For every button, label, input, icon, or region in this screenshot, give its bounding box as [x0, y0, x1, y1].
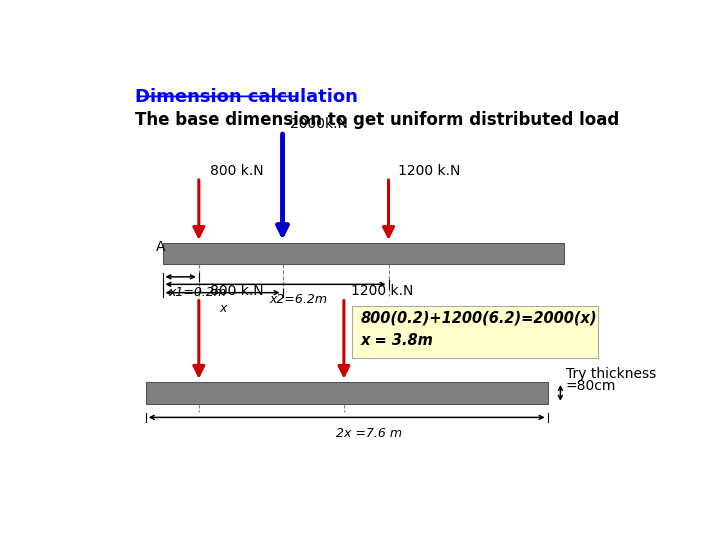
Text: The base dimension to get uniform distributed load: The base dimension to get uniform distri…: [135, 111, 619, 129]
Text: Dimension calculation: Dimension calculation: [135, 87, 358, 106]
Text: x: x: [219, 302, 226, 315]
Text: A: A: [156, 240, 166, 254]
Text: x2=6.2m: x2=6.2m: [269, 294, 327, 307]
Bar: [163, 243, 564, 265]
Text: =80cm: =80cm: [566, 379, 616, 393]
Text: x1=0.2m: x1=0.2m: [168, 286, 226, 299]
Text: 1200 k.N: 1200 k.N: [398, 164, 460, 178]
Text: x = 3.8m: x = 3.8m: [361, 333, 433, 348]
Bar: [145, 382, 547, 404]
Text: 800(0.2)+1200(6.2)=2000(x): 800(0.2)+1200(6.2)=2000(x): [361, 311, 597, 326]
Text: 800 k.N: 800 k.N: [210, 285, 264, 299]
Bar: [352, 306, 598, 358]
Text: 800 k.N: 800 k.N: [210, 164, 264, 178]
Text: 2000k.N: 2000k.N: [289, 117, 348, 131]
Text: 1200 k.N: 1200 k.N: [351, 285, 413, 299]
Text: Try thickness: Try thickness: [566, 367, 656, 381]
Text: 2x =7.6 m: 2x =7.6 m: [336, 427, 402, 440]
